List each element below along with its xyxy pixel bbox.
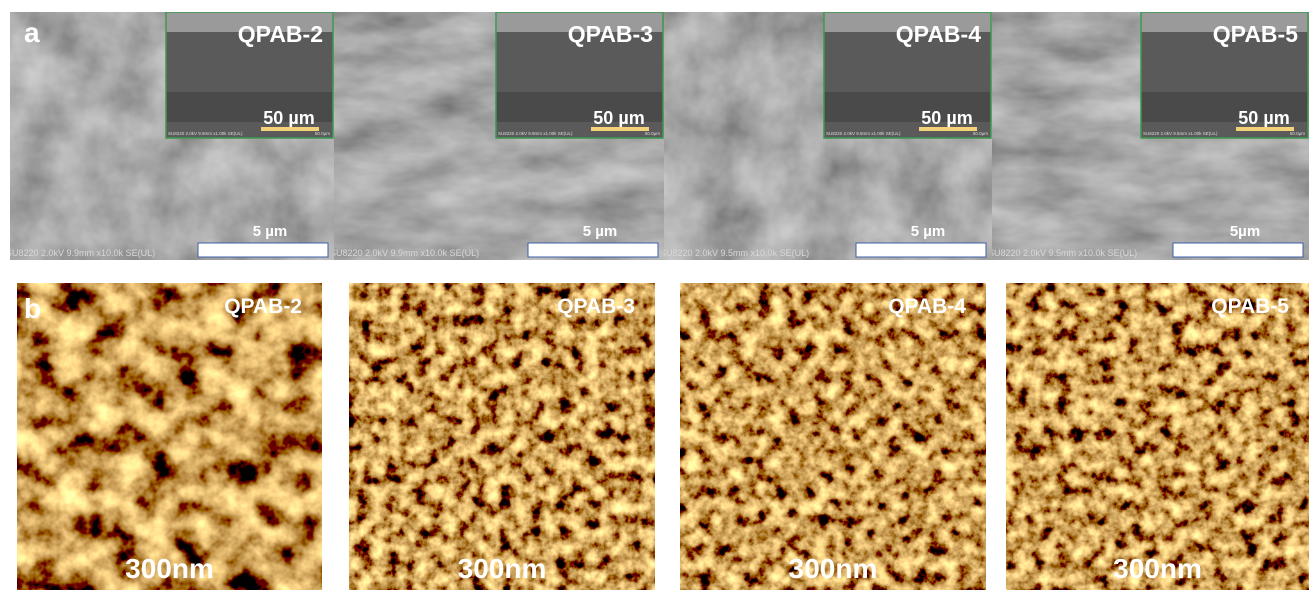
inset-title: QPAB-4 <box>896 21 981 47</box>
afm-title: QPAB-2 <box>224 295 302 318</box>
inset-title: QPAB-3 <box>568 21 653 47</box>
afm-texture <box>1006 283 1309 590</box>
scale-bar <box>197 242 329 258</box>
afm-texture <box>17 283 322 590</box>
afm-title: QPAB-3 <box>557 295 635 318</box>
inset-border <box>165 12 334 139</box>
inset-border <box>823 12 992 139</box>
afm-scale-label: 300nm <box>458 553 547 584</box>
inset-info: SU8220 2.0kV 9.5mm x1.00k SE(UL) <box>1143 131 1218 136</box>
sem-info: SU8220 2.0kV 9.9mm x10.0k SE(UL) <box>6 248 155 258</box>
inset-info: SU8220 2.0kV 9.9mm x1.00k SE(UL) <box>168 131 243 136</box>
inset-info: SU8220 2.0kV 9.5mm x1.00k SE(UL) <box>826 131 901 136</box>
panel-label: a <box>24 17 40 48</box>
inset-scale-bar <box>919 127 977 131</box>
afm-texture <box>680 283 986 590</box>
sem-image: QPAB-5 50 µm SU8220 2.0kV 9.5mm x1.00k SE(… <box>988 12 1309 260</box>
afm-scale-label: 300nm <box>1113 553 1202 584</box>
inset-scale-bar <box>261 127 319 131</box>
afm-texture <box>349 283 655 590</box>
inset-scale-label: 50 µm <box>593 108 644 128</box>
scale-label: 5 µm <box>583 223 618 240</box>
inset-info: SU8220 2.0kV 9.9mm x1.00k SE(UL) <box>498 131 573 136</box>
inset-band <box>1141 92 1308 122</box>
inset-title: QPAB-5 <box>1213 21 1298 47</box>
sem-info: SU8220 2.0kV 9.5mm x10.0k SE(UL) <box>660 248 809 258</box>
afm-title: QPAB-4 <box>888 295 966 318</box>
afm-image: QPAB-2 300nm <box>17 283 322 590</box>
scale-label: 5µm <box>1230 223 1260 240</box>
inset-field: 50.0µm <box>1290 131 1305 136</box>
afm-scale-label: 300nm <box>789 553 878 584</box>
sem-image: QPAB-4 50 µm SU8220 2.0kV 9.5mm x1.00k SE(… <box>660 12 992 260</box>
scale-label: 5 µm <box>911 223 946 240</box>
inset-border <box>1140 12 1309 139</box>
afm-image: QPAB-5 300nm <box>1006 283 1309 590</box>
inset-scale-label: 50 µm <box>1238 108 1289 128</box>
sem-info: SU8220 2.0kV 9.5mm x10.0k SE(UL) <box>988 248 1137 258</box>
inset-top <box>166 12 333 32</box>
sem-info: SU8220 2.0kV 9.9mm x10.0k SE(UL) <box>330 248 479 258</box>
inset-top <box>496 12 663 32</box>
inset-top <box>1141 12 1308 32</box>
inset-field: 50.0µm <box>645 131 660 136</box>
afm-scale-label: 300nm <box>125 553 214 584</box>
inset-scale-label: 50 µm <box>921 108 972 128</box>
inset-top <box>824 12 991 32</box>
inset-field: 50.0µm <box>315 131 330 136</box>
inset-band <box>824 92 991 122</box>
scale-bar <box>855 242 987 258</box>
scale-bar <box>1172 242 1304 258</box>
panel-label: b <box>24 293 41 324</box>
afm-image: QPAB-3 300nm <box>349 283 655 590</box>
inset-border <box>495 12 664 139</box>
sem-image: QPAB-3 50 µm SU8220 2.0kV 9.9mm x1.00k SE(… <box>330 12 664 260</box>
inset-scale-bar <box>1236 127 1294 131</box>
afm-image: QPAB-4 300nm <box>680 283 986 590</box>
inset-title: QPAB-2 <box>238 21 323 47</box>
inset-scale-bar <box>591 127 649 131</box>
scale-bar <box>527 242 659 258</box>
afm-title: QPAB-5 <box>1211 295 1289 318</box>
inset-field: 50.0µm <box>973 131 988 136</box>
inset-scale-label: 50 µm <box>263 108 314 128</box>
inset-band <box>496 92 663 122</box>
scale-label: 5 µm <box>253 223 288 240</box>
sem-image: QPAB-2 50 µm SU8220 2.0kV 9.9mm x1.00k SE(… <box>6 12 334 260</box>
inset-band <box>166 92 333 122</box>
